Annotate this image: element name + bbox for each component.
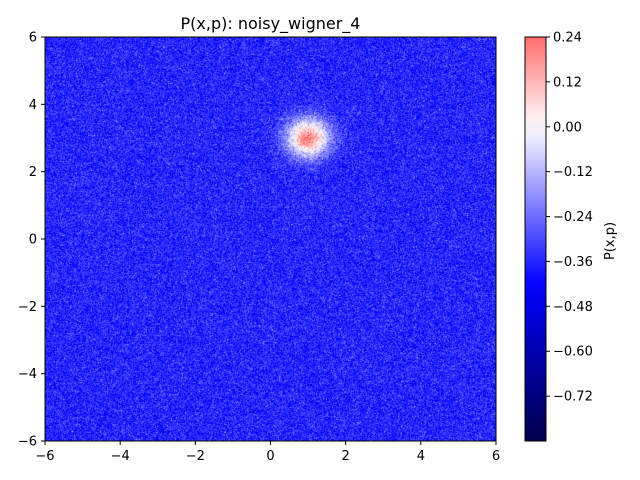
colorbar-tick-label: −0.60	[553, 345, 593, 360]
chart-title: P(x,p): noisy_wigner_4	[181, 14, 361, 34]
y-axis: −6 −4 −2 0 2 4 6	[18, 31, 45, 450]
x-tick-label: −4	[111, 449, 130, 464]
heatmap-plot-area	[44, 36, 497, 442]
colorbar-frame	[524, 36, 547, 442]
colorbar-tick-label: −0.36	[553, 255, 593, 270]
y-tick-label: 0	[29, 233, 37, 248]
y-tick-label: 6	[29, 31, 37, 46]
y-tick-label: −6	[18, 435, 37, 450]
y-tick-label: 4	[29, 98, 37, 113]
colorbar-tick-label: 0.00	[553, 120, 582, 135]
colorbar-ticks: 0.24 0.12 0.00 −0.12 −0.24 −0.36 −0.48 −0.60 −0.…	[546, 31, 593, 405]
colorbar-label: P(x,p)	[603, 222, 618, 260]
x-tick-label: 0	[266, 449, 274, 464]
heatmap-image	[45, 37, 496, 441]
colorbar-tick-label: −0.12	[553, 165, 593, 180]
colorbar: 0.24 0.12 0.00 −0.12 −0.24 −0.36 −0.48 −0.60 −0.…	[524, 31, 618, 442]
colorbar-tick-label: −0.48	[553, 300, 593, 315]
y-tick-label: 2	[29, 165, 37, 180]
colorbar-tick-label: −0.24	[553, 210, 593, 225]
colorbar-bar	[525, 37, 546, 441]
x-axis: −6 −4 −2 0 2 4 6	[35, 441, 500, 464]
x-tick-label: −2	[186, 449, 205, 464]
x-tick-label: 4	[417, 449, 425, 464]
colorbar-tick-label: 0.12	[553, 75, 582, 90]
colorbar-tick-label: −0.72	[553, 390, 593, 405]
x-tick-label: 2	[342, 449, 350, 464]
y-tick-label: −4	[18, 367, 37, 382]
colorbar-tick-label: 0.24	[553, 31, 582, 46]
x-tick-label: 6	[492, 449, 500, 464]
x-tick-label: −6	[35, 449, 54, 464]
y-tick-label: −2	[18, 300, 37, 315]
